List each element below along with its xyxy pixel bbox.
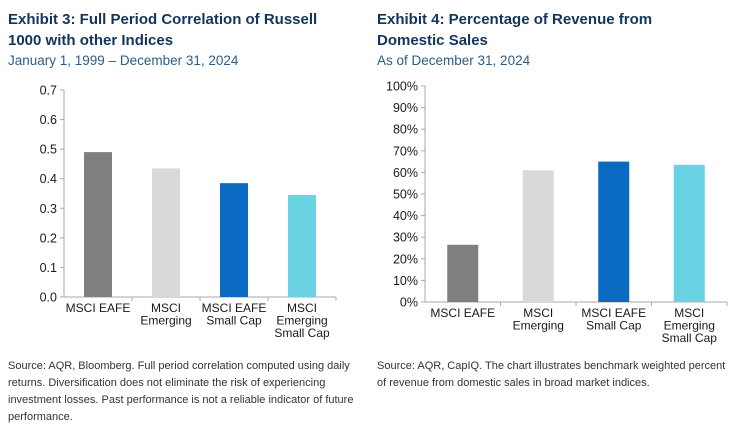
- exhibit4-source-note: Source: AQR, CapIQ. The chart illustrate…: [377, 360, 726, 389]
- bar-2: [152, 168, 180, 297]
- bar-2: [522, 170, 554, 302]
- exhibit3-chart: 0.0 0.1 0.2 0.3 0.4 0.5 0.6 0.7 MSCI EAFE MSCI Eme…: [40, 84, 337, 340]
- exhibit3-title-line2: 1000 with other Indices: [8, 32, 174, 49]
- y-tick-label: 60%: [393, 166, 418, 180]
- exhibit3-source-note: Source: AQR, Bloomberg. Full period corr…: [8, 360, 354, 423]
- y-tick-label: 70%: [393, 144, 418, 158]
- bar-4: [673, 164, 705, 302]
- y-tick-label: 0.7: [40, 84, 57, 98]
- y-tick-label: 0%: [400, 296, 418, 310]
- exhibit4-title-line2: Domestic Sales: [377, 32, 488, 49]
- exhibit4-title-line1: Exhibit 4: Percentage of Revenue from: [377, 11, 653, 28]
- x-category-label: MSCI EAFE Small Cap: [202, 301, 267, 328]
- y-tick-label: 0.1: [40, 261, 57, 275]
- x-category-label: MSCI EAFE: [430, 306, 495, 320]
- y-tick-label: 30%: [393, 231, 418, 245]
- y-tick-label: 40%: [393, 209, 418, 223]
- x-category-label: MSCI Emerging: [513, 306, 564, 333]
- x-category-label: MSCI Emerging Small Cap: [274, 301, 330, 340]
- exhibit4-chart: 0% 10% 20% 30% 40% 50% 60% 70% 80% 90% 100% MSCI EA…: [386, 80, 728, 345]
- bar-1: [84, 152, 112, 297]
- y-tick-label: 0.6: [40, 113, 57, 127]
- y-tick-label: 0.4: [40, 172, 57, 186]
- y-tick-label: 90%: [393, 101, 418, 115]
- bar-3: [598, 161, 630, 302]
- y-tick-label: 10%: [393, 274, 418, 288]
- y-tick-label: 0.2: [40, 231, 57, 245]
- x-category-label: MSCI Emerging Small Cap: [662, 306, 718, 345]
- y-tick-label: 20%: [393, 252, 418, 266]
- bar-4: [288, 194, 316, 297]
- bar-3: [220, 183, 248, 297]
- exhibit3-title-line1: Exhibit 3: Full Period Correlation of Ru…: [8, 11, 318, 28]
- x-category-label: MSCI EAFE Small Cap: [581, 306, 646, 333]
- y-tick-label: 80%: [393, 123, 418, 137]
- x-category-label: MSCI EAFE: [66, 301, 131, 315]
- y-tick-label: 0.3: [40, 202, 57, 216]
- x-category-label: MSCI Emerging: [140, 301, 191, 328]
- y-tick-label: 0.0: [40, 291, 57, 305]
- exhibit4-subtitle: As of December 31, 2024: [377, 53, 531, 68]
- y-tick-label: 50%: [393, 188, 418, 202]
- exhibit3-subtitle: January 1, 1999 – December 31, 2024: [8, 53, 239, 68]
- y-tick-label: 100%: [386, 80, 418, 94]
- y-tick-label: 0.5: [40, 143, 57, 157]
- bar-1: [447, 244, 479, 302]
